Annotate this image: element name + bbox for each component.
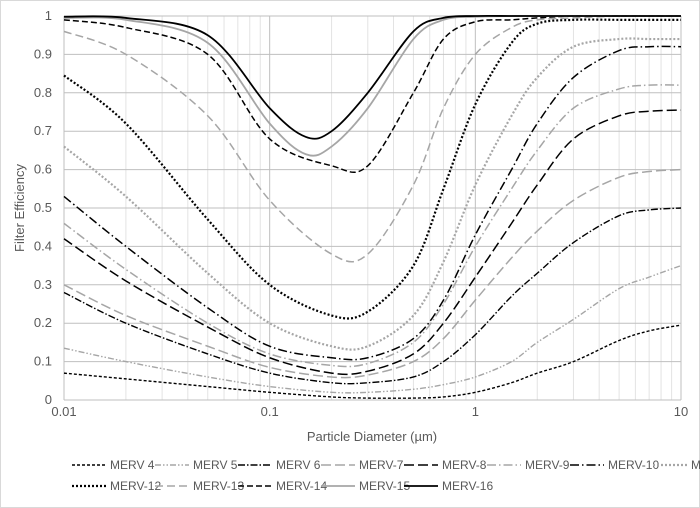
y-tick-label: 0.4: [34, 238, 52, 253]
y-tick-label: 0.3: [34, 277, 52, 292]
legend-label: MERV 6: [276, 458, 321, 472]
series-line-merv-6: [63, 207, 682, 385]
legend-item: MERV-13: [155, 479, 244, 493]
y-axis-title: Filter Efficiency: [12, 164, 27, 252]
x-axis-ticks: 0.01 0.1 1 10: [51, 404, 688, 419]
legend-item: MERV-15: [321, 479, 410, 493]
y-tick-label: 1: [45, 8, 52, 23]
x-tick-label: 0.1: [261, 404, 279, 419]
legend-label: MERV 5: [193, 458, 238, 472]
series-line-merv-8: [63, 109, 682, 376]
legend-label: MERV-15: [359, 479, 410, 493]
legend-label: MERV-7: [359, 458, 404, 472]
series-line-merv-13: [63, 15, 681, 263]
legend-label: MERV 4: [110, 458, 155, 472]
series-line-merv-16: [63, 14, 681, 140]
legend-item: MERV-11: [653, 458, 700, 472]
legend-item: MERV-16: [404, 479, 493, 493]
legend-label: MERV-11: [691, 458, 700, 472]
legend-item: MERV-9: [487, 458, 570, 472]
series-line-merv-10: [63, 45, 682, 361]
series-lines: [63, 14, 682, 399]
legend-item: MERV-12: [72, 479, 161, 493]
series-line-merv-7: [63, 168, 682, 379]
legend-item: MERV 5: [155, 458, 238, 472]
legend-item: MERV 6: [238, 458, 321, 472]
legend-label: MERV-10: [608, 458, 659, 472]
y-tick-label: 0.1: [34, 354, 52, 369]
x-tick-label: 0.01: [51, 404, 76, 419]
y-tick-label: 0.9: [34, 46, 52, 61]
series-line-merv-4: [63, 324, 682, 399]
x-tick-label: 1: [472, 404, 479, 419]
legend-label: MERV-16: [442, 479, 493, 493]
legend-label: MERV-13: [193, 479, 244, 493]
y-tick-label: 0.7: [34, 123, 52, 138]
y-tick-label: 0.8: [34, 85, 52, 100]
y-tick-label: 0.2: [34, 315, 52, 330]
legend-label: MERV-9: [525, 458, 570, 472]
x-tick-label: 10: [674, 404, 688, 419]
y-tick-label: 0: [45, 392, 52, 407]
series-line-merv-12: [63, 18, 681, 320]
legend-label: MERV-14: [276, 479, 327, 493]
x-axis-title: Particle Diameter (µm): [307, 429, 437, 444]
series-line-merv-9: [63, 84, 682, 368]
series-line-merv-5: [63, 264, 682, 394]
y-axis-ticks: 0 0.1 0.2 0.3 0.4 0.5 0.6 0.7 0.8 0.9 1: [34, 8, 52, 407]
series-line-merv-14: [63, 15, 681, 174]
legend: MERV 4 MERV 5 MERV 6 MERV-7 MERV-8 MERV-9 MERV…: [72, 458, 700, 493]
legend-label: MERV-8: [442, 458, 487, 472]
legend-label: MERV-12: [110, 479, 161, 493]
legend-item: MERV-8: [404, 458, 487, 472]
legend-item: MERV-7: [321, 458, 404, 472]
legend-item: MERV 4: [72, 458, 155, 472]
grid: [63, 15, 682, 401]
y-tick-label: 0.6: [34, 162, 52, 177]
legend-item: MERV-14: [238, 479, 327, 493]
series-line-merv-11: [63, 37, 681, 351]
y-tick-label: 0.5: [34, 200, 52, 215]
legend-item: MERV-10: [570, 458, 659, 472]
